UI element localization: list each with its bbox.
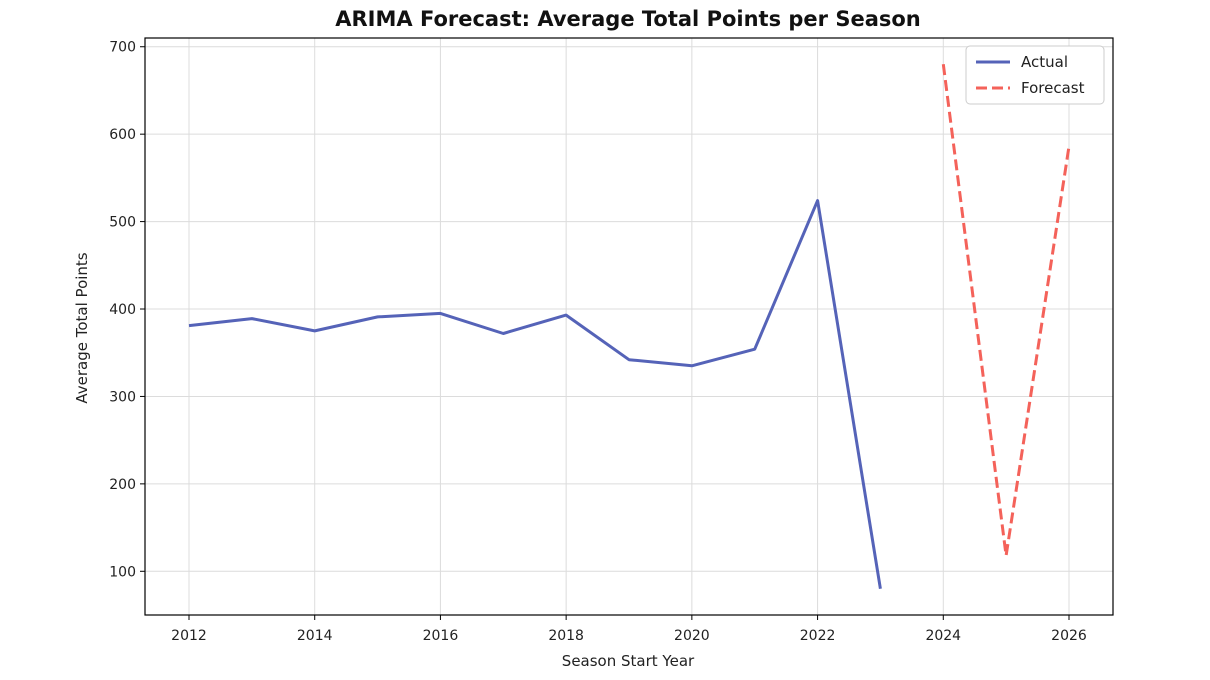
x-tick-label: 2014 <box>297 628 333 644</box>
x-tick-label: 2012 <box>171 628 207 644</box>
series-line-forecast <box>941 64 1071 558</box>
x-tick-label: 2022 <box>800 628 836 644</box>
y-tick-label: 100 <box>109 564 136 580</box>
plot-frame <box>144 37 1114 616</box>
x-tick-label: 2016 <box>423 628 459 644</box>
x-tick-label: 2018 <box>548 628 584 644</box>
y-tick-label: 700 <box>109 40 136 56</box>
y-tick-label: 600 <box>109 127 136 143</box>
y-tick-label: 200 <box>109 477 136 493</box>
y-axis-label: Average Total Points <box>73 252 91 403</box>
x-axis-label: Season Start Year <box>562 652 695 670</box>
series-layer <box>188 64 1071 590</box>
series-line-actual <box>188 199 882 590</box>
legend-label-forecast: Forecast <box>1021 79 1085 97</box>
y-tick-label: 500 <box>109 215 136 231</box>
y-tick-label: 400 <box>109 302 136 318</box>
legend-label-actual: Actual <box>1021 53 1068 71</box>
y-tick-label: 300 <box>109 389 136 405</box>
x-tick-label: 2024 <box>925 628 961 644</box>
x-tick-label: 2020 <box>674 628 710 644</box>
x-tick-label: 2026 <box>1051 628 1087 644</box>
axis-ticks: 2012 2014 2016 2018 2020 2022 2024 2026 100 200 30… <box>109 40 1087 644</box>
legend: Actual Forecast <box>965 45 1105 105</box>
chart-title: ARIMA Forecast: Average Total Points per… <box>335 7 921 31</box>
